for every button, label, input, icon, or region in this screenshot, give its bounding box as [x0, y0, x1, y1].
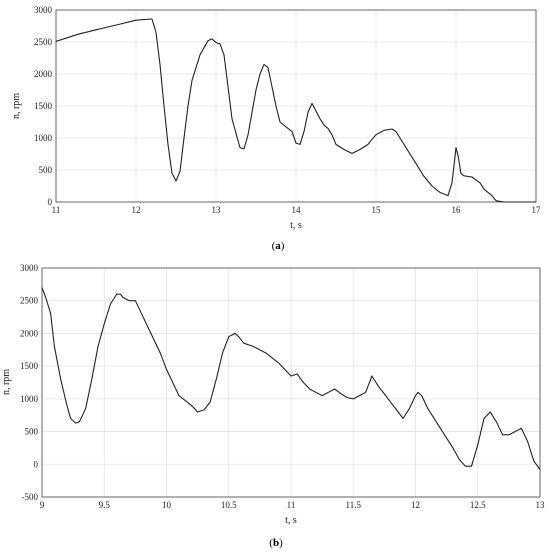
chart-a-x-tick-label: 16 — [452, 205, 462, 215]
chart-a-x-tick-label: 13 — [212, 205, 222, 215]
chart-b-x-tick-label: 12.5 — [470, 500, 486, 510]
chart-b-x-tick-label: 11 — [287, 500, 296, 510]
chart-a-y-tick-label: 500 — [39, 165, 53, 175]
chart-b-x-tick-label: 10.5 — [221, 500, 237, 510]
chart-a-x-axis-label: t, s — [290, 220, 302, 231]
chart-a-x-tick-label: 11 — [52, 205, 61, 215]
chart-a-caption: (a) — [272, 240, 285, 252]
chart-b-grid — [41, 267, 541, 498]
chart-a-y-tick-label: 1000 — [34, 133, 53, 143]
chart-b-x-axis-label: t, s — [285, 515, 297, 526]
chart-a-x-tick-label: 12 — [132, 205, 141, 215]
chart-b-x-tick-label: 13 — [536, 500, 546, 510]
chart-a-grid — [55, 9, 537, 203]
chart-b-y-tick-label: 1500 — [20, 361, 39, 371]
chart-b: 9 9.5 10 10.5 11 11.5 12 12.5 13 -500 0 500 1000 1500… — [1, 263, 545, 549]
chart-a-plot-frame — [55, 9, 537, 203]
chart-b-series-line — [41, 287, 541, 470]
chart-a-x-tick-label: 14 — [292, 205, 302, 215]
chart-b-y-tick-label: 3000 — [20, 263, 39, 273]
chart-a-y-tick-label: 2000 — [34, 69, 53, 79]
chart-b-series — [41, 287, 541, 470]
chart-a-y-tick-label: 0 — [48, 197, 53, 207]
chart-b-y-axis-label: n, rpm — [1, 369, 12, 395]
chart-b-x-tick-label: 10 — [162, 500, 172, 510]
chart-b-x-tick-label: 9.5 — [99, 500, 111, 510]
chart-a-ticks: 11 12 13 14 15 16 17 0 500 1000 1500 2000 2500 3000 — [34, 5, 541, 215]
chart-b-y-tick-label: 500 — [25, 427, 39, 437]
chart-a-y-tick-label: 1500 — [34, 101, 53, 111]
chart-a-y-axis-label: n, rpm — [11, 93, 22, 119]
chart-b-y-tick-label: 1000 — [20, 394, 39, 404]
chart-b-caption: (b) — [269, 537, 283, 549]
chart-b-y-tick-label: 2500 — [20, 296, 39, 306]
chart-b-y-tick-label: 0 — [34, 459, 39, 469]
chart-a-x-tick-label: 17 — [532, 205, 542, 215]
chart-b-y-tick-label: -500 — [22, 492, 39, 502]
chart-a-x-tick-label: 15 — [372, 205, 382, 215]
chart-b-y-tick-label: 2000 — [20, 328, 39, 338]
chart-a: 11 12 13 14 15 16 17 0 500 1000 1500 2000 2500 3000 t… — [11, 5, 541, 252]
chart-a-series-line — [55, 18, 536, 203]
chart-b-plot-frame — [41, 267, 541, 498]
chart-a-y-tick-label: 3000 — [34, 5, 53, 15]
chart-b-ticks: 9 9.5 10 10.5 11 11.5 12 12.5 13 -500 0 500 1000 1500… — [20, 263, 545, 510]
chart-b-x-tick-label: 9 — [40, 500, 45, 510]
chart-a-y-tick-label: 2500 — [34, 37, 53, 47]
chart-b-x-tick-label: 12 — [411, 500, 420, 510]
chart-b-x-tick-label: 11.5 — [346, 500, 362, 510]
chart-a-series — [55, 18, 536, 203]
